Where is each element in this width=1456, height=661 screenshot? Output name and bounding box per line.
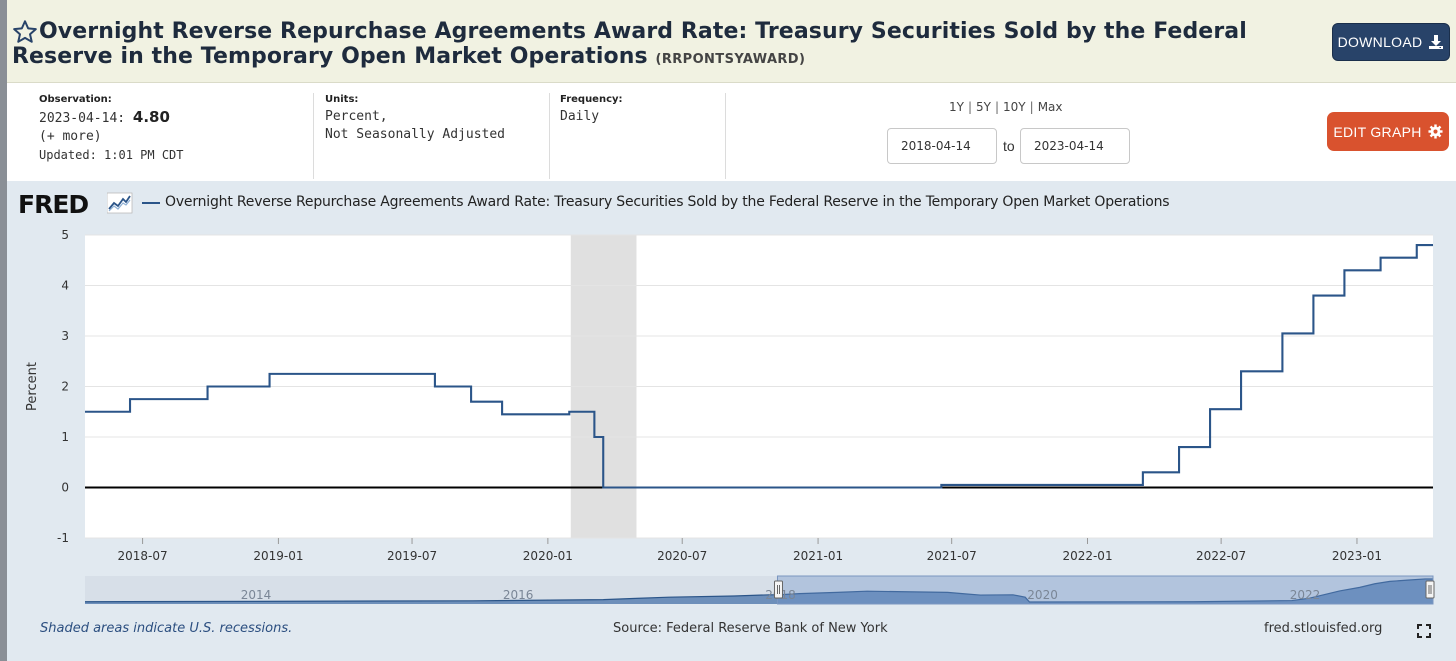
units-line1: Percent, — [325, 109, 388, 124]
navigator-label: 2016 — [503, 588, 534, 602]
edit-graph-button[interactable]: EDIT GRAPH — [1327, 112, 1449, 151]
updated-time: Updated: 1:01 PM CDT — [39, 148, 184, 162]
download-label: DOWNLOAD — [1337, 34, 1423, 50]
x-tick-label: 2021-07 — [927, 549, 977, 563]
series-metadata: Observation: 2023-04-14: 4.80 (+ more) U… — [7, 83, 1456, 181]
navigator-selection[interactable] — [776, 575, 1434, 605]
divider — [725, 93, 726, 179]
observation-label: Observation: — [39, 94, 112, 105]
navigator-label: 2014 — [241, 588, 272, 602]
fred-logo[interactable]: FRED — [18, 190, 89, 219]
y-tick-label: 0 — [61, 481, 69, 495]
frequency-value: Daily — [560, 109, 600, 124]
graph-panel: FRED Overnight Reverse Repurchase Agreem… — [7, 181, 1456, 661]
end-date-input[interactable]: 2023-04-14 — [1020, 128, 1130, 164]
edit-graph-label: EDIT GRAPH — [1333, 123, 1422, 140]
observation-date: 2023-04-14: — [39, 111, 126, 126]
x-tick-label: 2022-01 — [1062, 549, 1112, 563]
more-observations-link[interactable]: (+ more) — [39, 129, 102, 144]
navigator-handle-left[interactable] — [773, 580, 783, 599]
gear-icon — [1428, 124, 1443, 139]
series-header: Overnight Reverse Repurchase Agreements … — [7, 0, 1456, 83]
x-tick-label: 2019-01 — [253, 549, 303, 563]
divider — [549, 93, 550, 179]
download-icon — [1429, 35, 1444, 49]
recession-note: Shaded areas indicate U.S. recessions. — [40, 621, 293, 636]
to-label: to — [1003, 138, 1015, 154]
range-1y[interactable]: 1Y — [949, 100, 964, 114]
units-block: Units: Percent, Not Seasonally Adjusted — [325, 94, 505, 144]
range-selector: 1Y | 5Y | 10Y | Max — [949, 100, 1063, 114]
y-tick-label: 5 — [61, 228, 69, 242]
download-button[interactable]: DOWNLOAD — [1332, 23, 1450, 61]
navigator-label: 2020 — [1027, 588, 1058, 602]
series-title-text: Overnight Reverse Repurchase Agreements … — [12, 19, 1247, 69]
y-tick-label: 1 — [61, 430, 69, 444]
x-tick-label: 2023-01 — [1332, 549, 1382, 563]
site-url[interactable]: fred.stlouisfed.org — [1264, 621, 1383, 636]
units-line2: Not Seasonally Adjusted — [325, 127, 506, 142]
frequency-label: Frequency: — [560, 94, 623, 105]
range-10y[interactable]: 10Y — [1003, 100, 1026, 114]
y-tick-label: 2 — [61, 380, 69, 394]
observation-block: Observation: 2023-04-14: 4.80 (+ more) U… — [39, 94, 184, 164]
window-edge — [0, 0, 7, 661]
chart-icon — [107, 192, 133, 214]
series-title: Overnight Reverse Repurchase Agreements … — [12, 19, 1322, 72]
start-date-input[interactable]: 2018-04-14 — [887, 128, 997, 164]
divider — [313, 93, 314, 179]
line-chart[interactable]: -1 0 1 2 3 4 5 2018-07 2019-01 2019-07 2020-01 2020… — [7, 181, 1456, 621]
y-tick-label: -1 — [57, 531, 69, 545]
units-label: Units: — [325, 94, 359, 105]
navigator-line — [84, 578, 1433, 603]
series-id: (RRPONTSYAWARD) — [655, 52, 806, 67]
x-tick-label: 2022-07 — [1196, 549, 1246, 563]
y-axis-label: Percent — [25, 362, 40, 411]
x-tick-label: 2021-01 — [793, 549, 843, 563]
range-5y[interactable]: 5Y — [976, 100, 991, 114]
legend-label: Overnight Reverse Repurchase Agreements … — [165, 194, 1170, 210]
expand-icon[interactable] — [1417, 624, 1431, 638]
source-note[interactable]: Source: Federal Reserve Bank of New York — [613, 621, 888, 636]
x-tick-label: 2019-07 — [387, 549, 437, 563]
y-tick-label: 3 — [61, 329, 69, 343]
x-tick-label: 2020-01 — [523, 549, 573, 563]
star-icon[interactable] — [11, 18, 39, 46]
series-line[interactable] — [85, 244, 1433, 489]
range-max[interactable]: Max — [1037, 100, 1063, 114]
y-tick-label: 4 — [61, 279, 69, 293]
legend-swatch — [142, 202, 160, 204]
frequency-block: Frequency: Daily — [560, 94, 623, 126]
x-tick-label: 2020-07 — [657, 549, 707, 563]
observation-value: 4.80 — [132, 108, 170, 126]
navigator-handle-right[interactable] — [1425, 580, 1435, 599]
x-tick-label: 2018-07 — [118, 549, 168, 563]
navigator-label: 2022 — [1290, 588, 1321, 602]
